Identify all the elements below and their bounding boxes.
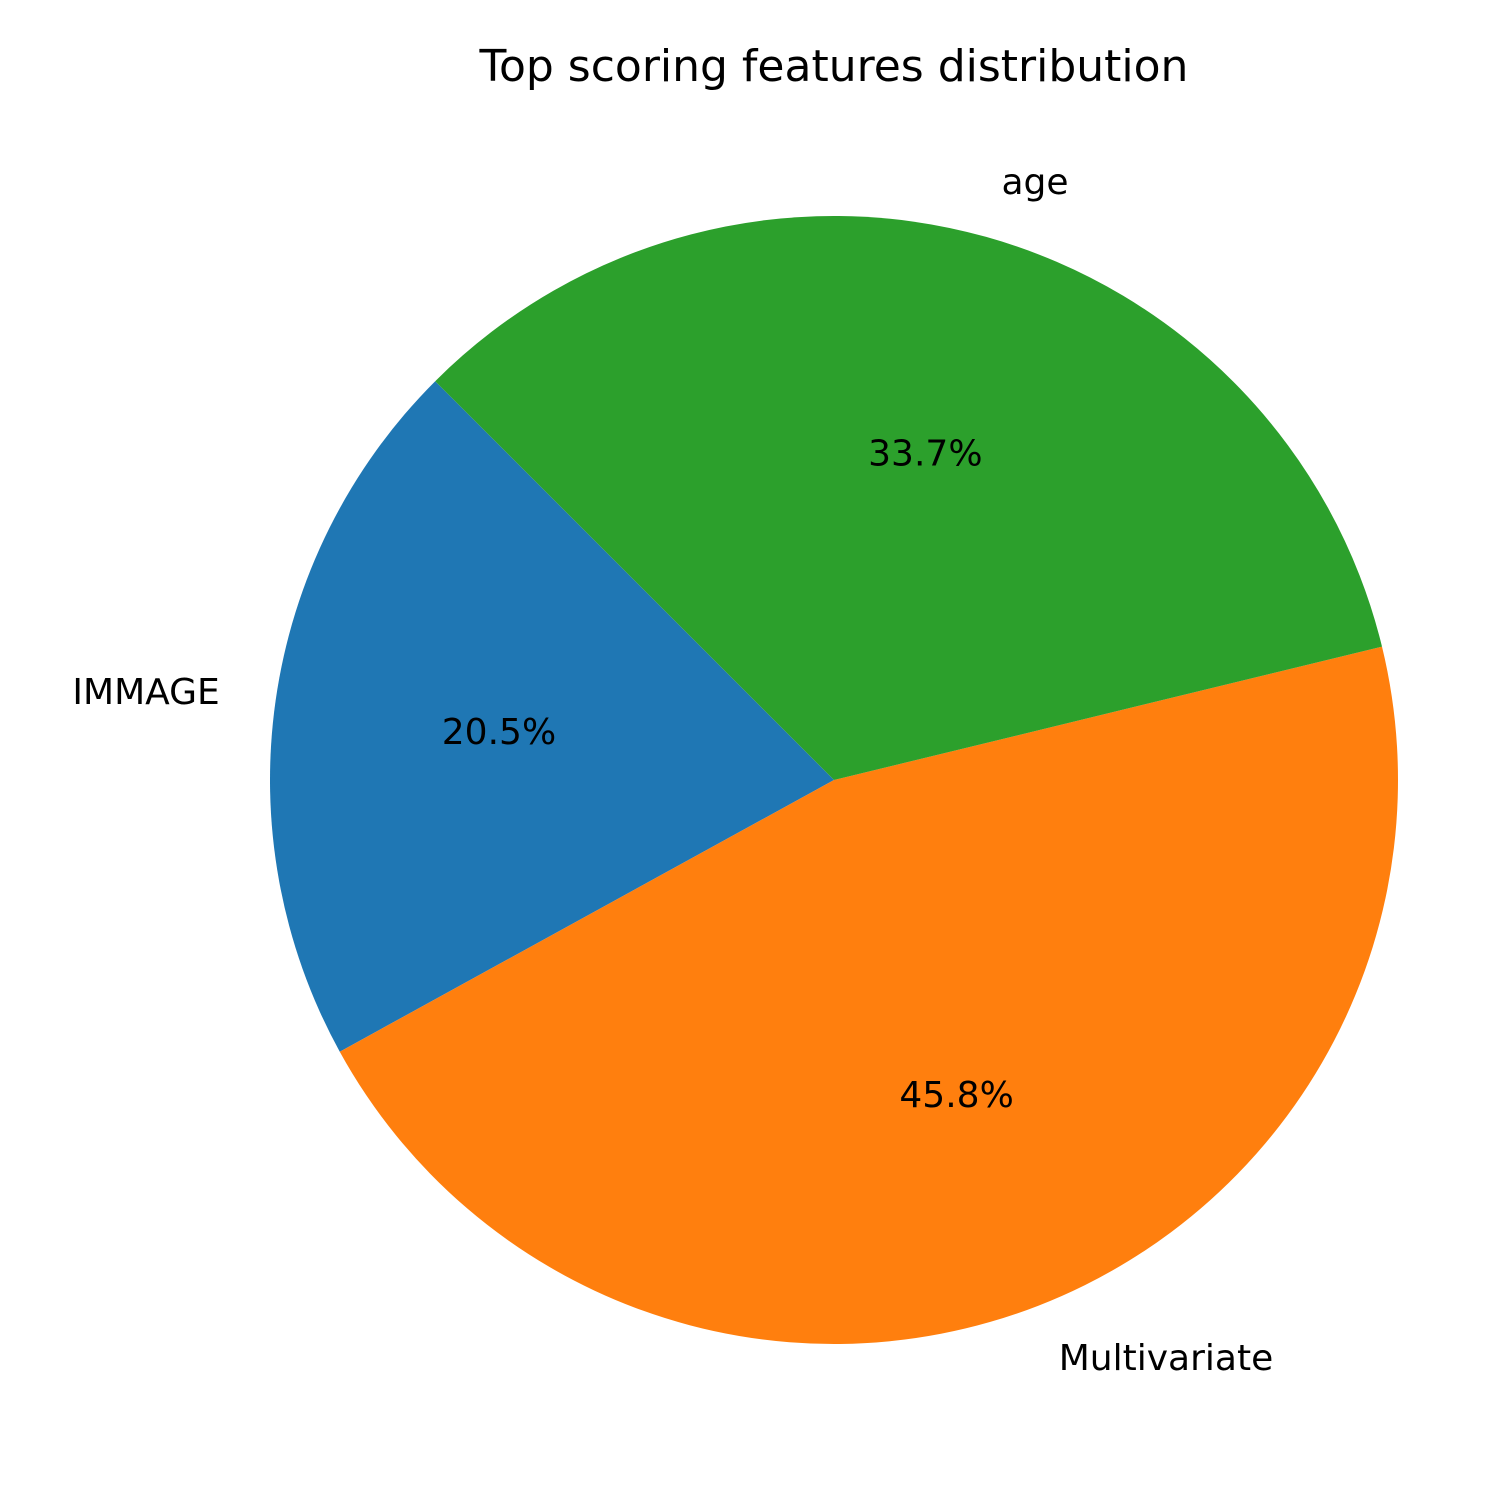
slice-percent-multivariate: 45.8% (899, 1075, 1013, 1116)
pie-slices (270, 215, 1398, 1344)
slice-percent-age: 33.7% (868, 434, 982, 475)
slice-label-immage: IMMAGE (72, 672, 219, 713)
slice-percent-immage: 20.5% (442, 712, 556, 753)
chart-title: Top scoring features distribution (479, 41, 1189, 92)
pie-labels: IMMAGE 20.5% Multivariate 45.8% age 33.7% (72, 162, 1273, 1379)
slice-label-age: age (1001, 162, 1068, 203)
slice-label-multivariate: Multivariate (1059, 1338, 1274, 1379)
pie-slice-multivariate (339, 646, 1398, 1344)
pie-slice-age (435, 215, 1383, 780)
pie-slice-immage (270, 381, 835, 1052)
